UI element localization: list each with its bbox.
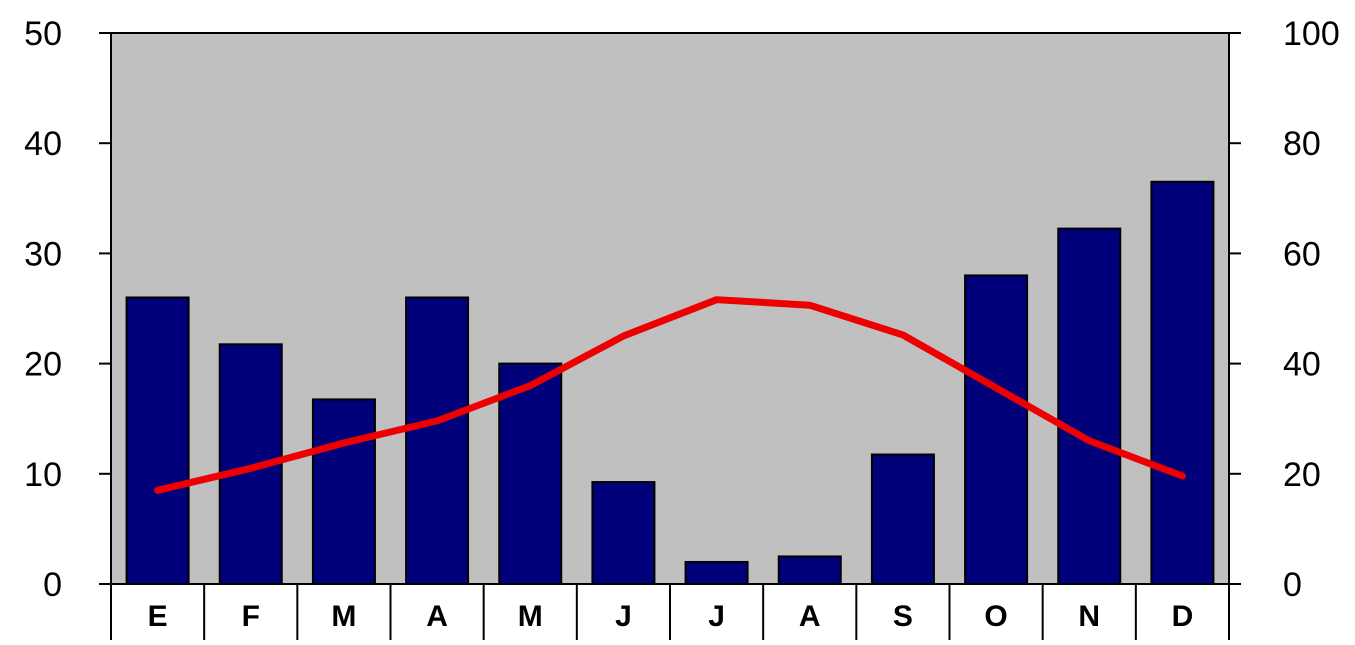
left-tick-label-2: 20	[24, 346, 62, 384]
right-tick-label-0: 0	[1283, 566, 1302, 604]
category-label-9: O	[984, 600, 1007, 633]
category-label-0: E	[148, 600, 168, 633]
left-tick-label-5: 50	[24, 15, 62, 53]
right-tick-label-2: 40	[1283, 346, 1321, 384]
right-tick-label-4: 80	[1283, 125, 1321, 163]
line-point-3	[436, 419, 439, 422]
category-label-4: M	[518, 600, 543, 633]
bar-0	[127, 297, 189, 584]
category-label-7: A	[799, 600, 821, 633]
line-point-10	[1088, 439, 1091, 442]
bar-3	[406, 297, 468, 584]
bar-7	[779, 556, 841, 584]
category-label-8: S	[893, 600, 913, 633]
bar-11	[1151, 182, 1213, 584]
bar-8	[872, 455, 934, 584]
category-label-3: A	[426, 600, 448, 633]
bar-9	[965, 275, 1027, 584]
category-label-10: N	[1078, 600, 1100, 633]
line-point-5	[622, 335, 625, 338]
category-label-1: F	[242, 600, 260, 633]
line-point-2	[342, 441, 345, 444]
bar-6	[686, 562, 748, 584]
right-tick-label-5: 100	[1283, 15, 1340, 53]
bar-2	[313, 399, 375, 584]
line-point-6	[715, 298, 718, 301]
bar-10	[1058, 229, 1120, 584]
left-tick-label-0: 0	[43, 566, 62, 604]
category-label-2: M	[331, 600, 356, 633]
left-tick-label-4: 40	[24, 125, 62, 163]
right-tick-label-3: 60	[1283, 235, 1321, 273]
line-point-4	[529, 384, 532, 387]
line-point-1	[249, 467, 252, 470]
line-point-9	[995, 386, 998, 389]
category-label-6: J	[708, 600, 725, 633]
line-point-7	[808, 304, 811, 307]
left-tick-label-3: 30	[24, 235, 62, 273]
right-tick-label-1: 20	[1283, 456, 1321, 494]
line-point-8	[901, 333, 904, 336]
left-tick-label-1: 10	[24, 456, 62, 494]
category-label-5: J	[615, 600, 632, 633]
line-point-11	[1181, 475, 1184, 478]
bar-5	[592, 482, 654, 584]
category-label-11: D	[1172, 600, 1194, 633]
line-point-0	[156, 489, 159, 492]
